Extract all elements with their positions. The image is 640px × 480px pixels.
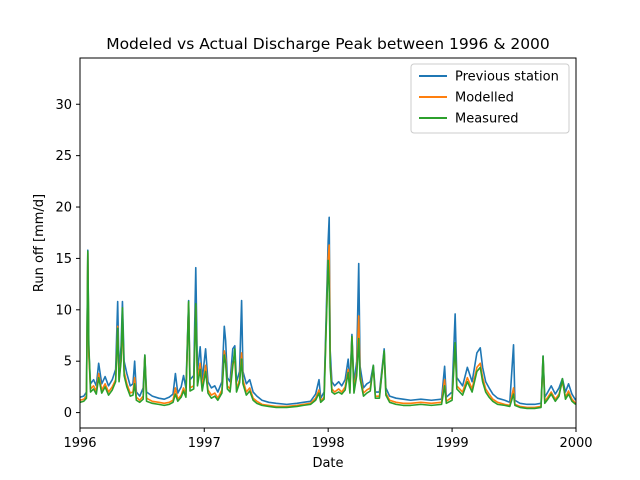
y-axis-ticks: 0 5 10 15 20 25 30 (55, 98, 80, 421)
series-line-0 (80, 216, 576, 406)
legend: Previous station Modelled Measured (410, 63, 570, 134)
y-axis-label: Run off [mm/d] (32, 194, 47, 292)
y-tick-label: 0 (64, 406, 72, 421)
y-tick-label: 15 (55, 252, 72, 267)
x-tick-label: 1997 (188, 436, 221, 451)
x-tick-label: 1999 (436, 436, 469, 451)
plot-frame (79, 57, 577, 429)
y-tick-label: 10 (55, 303, 72, 318)
series-line-2 (80, 250, 576, 410)
legend-box (410, 63, 570, 134)
x-tick-label: 1996 (63, 436, 96, 451)
series-layer (80, 216, 576, 410)
x-axis-label: Date (312, 456, 343, 471)
y-tick-label: 20 (55, 201, 72, 216)
legend-label: Measured (455, 112, 519, 127)
legend-label: Previous station (455, 70, 559, 85)
y-tick-label: 30 (55, 98, 72, 113)
x-tick-label: 1998 (312, 436, 345, 451)
x-tick-label: 2000 (559, 436, 592, 451)
chart-title: Modeled vs Actual Discharge Peak between… (106, 35, 550, 53)
y-tick-label: 5 (64, 355, 72, 370)
legend-label: Modelled (455, 91, 514, 106)
x-axis-ticks: 1996 1997 1998 1999 2000 (63, 428, 593, 451)
y-tick-label: 25 (55, 149, 72, 164)
